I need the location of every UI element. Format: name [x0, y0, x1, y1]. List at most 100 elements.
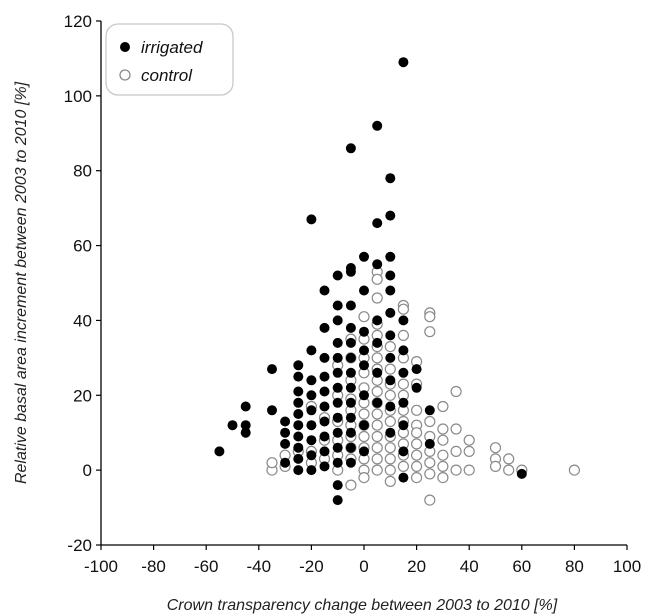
data-point-irrigated [345, 300, 356, 311]
data-point-control [397, 303, 409, 315]
data-point-control [371, 453, 383, 465]
data-point-control [371, 430, 383, 443]
data-point-control [384, 453, 396, 465]
data-point-irrigated [293, 465, 304, 476]
data-point-control [437, 423, 449, 435]
y-tick-label: 120 [64, 12, 92, 31]
y-axis-title: Relative basal area increment between 20… [13, 81, 30, 484]
data-point-irrigated [398, 397, 409, 408]
data-point-control [437, 400, 449, 413]
data-point-control [411, 472, 423, 484]
data-point-irrigated [385, 330, 396, 341]
data-point-irrigated [319, 285, 330, 296]
data-point-irrigated [345, 412, 356, 423]
data-point-irrigated [345, 457, 356, 468]
legend-label-control: control [141, 66, 193, 85]
data-point-control [411, 404, 423, 416]
data-point-irrigated [306, 465, 317, 476]
data-point-irrigated [319, 371, 330, 382]
data-point-control [437, 472, 449, 484]
data-point-irrigated [385, 401, 396, 412]
data-point-irrigated [345, 367, 356, 378]
y-tick-label: 100 [64, 87, 92, 106]
x-tick-label: -40 [247, 557, 272, 576]
data-point-irrigated [372, 397, 383, 408]
data-point-irrigated [319, 446, 330, 457]
data-point-irrigated [359, 285, 369, 296]
data-point-control [358, 472, 370, 484]
x-tick-label: 100 [613, 557, 641, 576]
data-point-irrigated [398, 57, 409, 68]
data-point-irrigated [372, 367, 383, 378]
series-irrigated [214, 57, 527, 506]
data-point-irrigated [359, 251, 369, 262]
data-point-irrigated [345, 143, 356, 154]
data-point-control [424, 326, 436, 338]
data-point-control [345, 479, 357, 491]
data-point-control [411, 438, 423, 450]
legend-marker-irrigated [120, 42, 130, 52]
data-point-irrigated [385, 173, 396, 184]
data-point-irrigated [345, 352, 356, 363]
x-axis-title: Crown transparency change between 2003 t… [167, 597, 558, 614]
data-point-irrigated [319, 322, 330, 333]
data-point-irrigated [372, 259, 383, 270]
data-point-irrigated [267, 364, 277, 375]
data-point-control [397, 329, 409, 341]
data-point-irrigated [280, 427, 291, 438]
data-point-control [424, 311, 436, 323]
data-point-irrigated [411, 364, 422, 375]
data-point-irrigated [319, 431, 330, 442]
data-point-irrigated [214, 446, 225, 457]
x-tick-label: -80 [141, 557, 166, 576]
data-point-control [384, 475, 396, 487]
data-point-irrigated [332, 457, 343, 468]
x-tick-label: -100 [84, 557, 118, 576]
data-point-irrigated [332, 427, 343, 438]
data-point-irrigated [293, 397, 304, 408]
data-point-irrigated [372, 120, 383, 131]
data-point-irrigated [293, 360, 304, 371]
y-tick-label: 40 [73, 311, 92, 330]
data-point-irrigated [372, 218, 383, 229]
data-point-irrigated [372, 315, 383, 326]
data-point-control [384, 363, 396, 375]
data-point-irrigated [398, 367, 409, 378]
data-point-control [450, 445, 462, 457]
data-point-control [384, 341, 396, 353]
data-point-control [371, 352, 383, 364]
data-point-control [450, 423, 462, 435]
data-point-control [503, 453, 515, 465]
data-point-irrigated [359, 390, 369, 401]
legend-marker-control [119, 69, 131, 81]
data-point-irrigated [306, 390, 317, 401]
data-point-irrigated [267, 405, 277, 416]
data-point-irrigated [398, 315, 409, 326]
data-point-control [371, 408, 383, 420]
data-point-irrigated [359, 446, 369, 457]
x-tick-label: 60 [512, 557, 531, 576]
data-point-irrigated [332, 352, 343, 363]
data-point-irrigated [424, 405, 435, 416]
data-point-irrigated [306, 450, 317, 461]
data-point-irrigated [345, 427, 356, 438]
data-point-control [358, 430, 370, 443]
y-tick-label: -20 [67, 536, 92, 555]
data-point-irrigated [306, 214, 317, 225]
data-point-irrigated [293, 442, 304, 453]
y-axis-ticks: -20 0 20 40 60 80 100 120 [64, 12, 101, 555]
data-point-control [503, 464, 515, 476]
data-point-irrigated [385, 251, 396, 262]
data-point-control [463, 445, 475, 457]
data-point-irrigated [332, 495, 343, 506]
data-point-irrigated [306, 420, 317, 431]
data-point-irrigated [385, 352, 396, 363]
data-point-irrigated [385, 285, 396, 296]
data-point-irrigated [280, 438, 291, 449]
data-point-irrigated [319, 352, 330, 363]
data-point-control [397, 460, 409, 472]
data-point-irrigated [385, 375, 396, 386]
data-point-irrigated [293, 386, 304, 397]
data-point-control [397, 378, 409, 390]
data-point-control [358, 311, 370, 323]
